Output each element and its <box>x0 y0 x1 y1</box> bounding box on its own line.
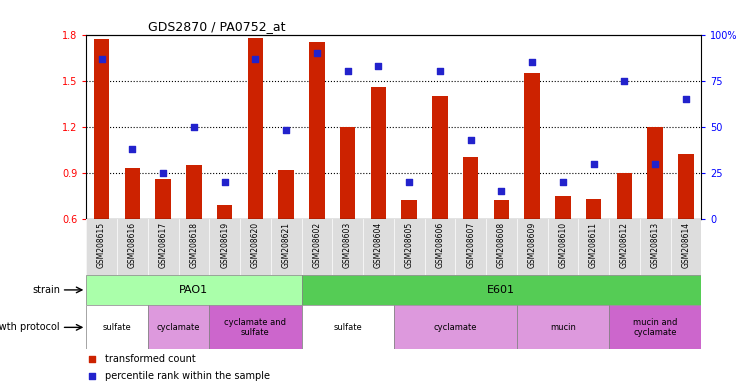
Text: GSM208611: GSM208611 <box>590 222 598 268</box>
Point <box>219 179 231 185</box>
Bar <box>647 127 663 219</box>
Text: GSM208612: GSM208612 <box>620 222 628 268</box>
Text: cyclamate: cyclamate <box>157 323 200 332</box>
Point <box>649 161 662 167</box>
Point <box>526 59 538 65</box>
Bar <box>302 305 394 349</box>
Point <box>158 170 170 176</box>
Point <box>495 188 507 194</box>
Text: GSM208617: GSM208617 <box>159 222 168 268</box>
Point <box>433 68 445 74</box>
Bar <box>155 179 171 219</box>
Text: GSM208608: GSM208608 <box>496 222 506 268</box>
Bar <box>86 275 302 305</box>
Text: sulfate: sulfate <box>333 323 362 332</box>
Text: GSM208603: GSM208603 <box>343 222 352 268</box>
Bar <box>517 305 609 349</box>
Text: GSM208604: GSM208604 <box>374 222 382 268</box>
Text: mucin and
cyclamate: mucin and cyclamate <box>633 318 677 337</box>
Point <box>556 179 568 185</box>
Bar <box>248 38 263 219</box>
Text: GSM208619: GSM208619 <box>220 222 230 268</box>
Bar <box>124 168 140 219</box>
Text: sulfate: sulfate <box>103 323 131 332</box>
Text: GSM208609: GSM208609 <box>528 222 537 268</box>
Text: PAO1: PAO1 <box>179 285 209 295</box>
Bar <box>401 200 417 219</box>
Point <box>404 179 416 185</box>
Bar <box>555 196 571 219</box>
Point <box>464 137 477 143</box>
Bar <box>370 87 386 219</box>
Text: GSM208613: GSM208613 <box>650 222 660 268</box>
Text: cyclamate and
sulfate: cyclamate and sulfate <box>224 318 286 337</box>
Point <box>341 68 354 74</box>
Text: GSM208614: GSM208614 <box>681 222 690 268</box>
Bar <box>186 165 202 219</box>
Text: GDS2870 / PA0752_at: GDS2870 / PA0752_at <box>148 20 285 33</box>
Bar <box>86 305 148 349</box>
Text: mucin: mucin <box>550 323 576 332</box>
Point <box>588 161 600 167</box>
Text: GSM208606: GSM208606 <box>435 222 444 268</box>
Bar <box>148 305 209 349</box>
Bar <box>302 275 701 305</box>
Bar <box>217 205 232 219</box>
Text: GSM208621: GSM208621 <box>282 222 291 268</box>
Bar <box>524 73 540 219</box>
Point <box>680 96 692 102</box>
Point <box>126 146 138 152</box>
Bar <box>616 173 632 219</box>
Bar <box>94 39 110 219</box>
Point <box>249 55 261 61</box>
Point <box>280 127 292 134</box>
Bar <box>586 199 602 219</box>
Text: GSM208602: GSM208602 <box>312 222 321 268</box>
Bar <box>463 157 478 219</box>
Text: percentile rank within the sample: percentile rank within the sample <box>105 371 270 381</box>
Text: transformed count: transformed count <box>105 354 196 364</box>
Text: GSM208605: GSM208605 <box>405 222 414 268</box>
Bar <box>309 42 325 219</box>
Text: cyclamate: cyclamate <box>433 323 477 332</box>
Point <box>96 55 108 61</box>
Text: GSM208620: GSM208620 <box>251 222 260 268</box>
Bar <box>394 305 517 349</box>
Bar <box>432 96 448 219</box>
Bar <box>494 200 509 219</box>
Text: GSM208618: GSM208618 <box>189 222 198 268</box>
Point <box>618 78 630 84</box>
Point <box>188 124 200 130</box>
Bar <box>278 170 294 219</box>
Bar <box>340 127 356 219</box>
Text: strain: strain <box>32 285 60 295</box>
Text: growth protocol: growth protocol <box>0 322 60 333</box>
Bar <box>209 305 302 349</box>
Point <box>310 50 322 56</box>
Text: E601: E601 <box>488 285 515 295</box>
Bar <box>609 305 701 349</box>
Text: GSM208616: GSM208616 <box>128 222 136 268</box>
Bar <box>678 154 694 219</box>
Text: GSM208607: GSM208607 <box>466 222 476 268</box>
Text: GSM208610: GSM208610 <box>558 222 567 268</box>
Point <box>86 356 98 362</box>
Point <box>86 373 98 379</box>
Point <box>372 63 384 69</box>
Text: GSM208615: GSM208615 <box>98 222 106 268</box>
